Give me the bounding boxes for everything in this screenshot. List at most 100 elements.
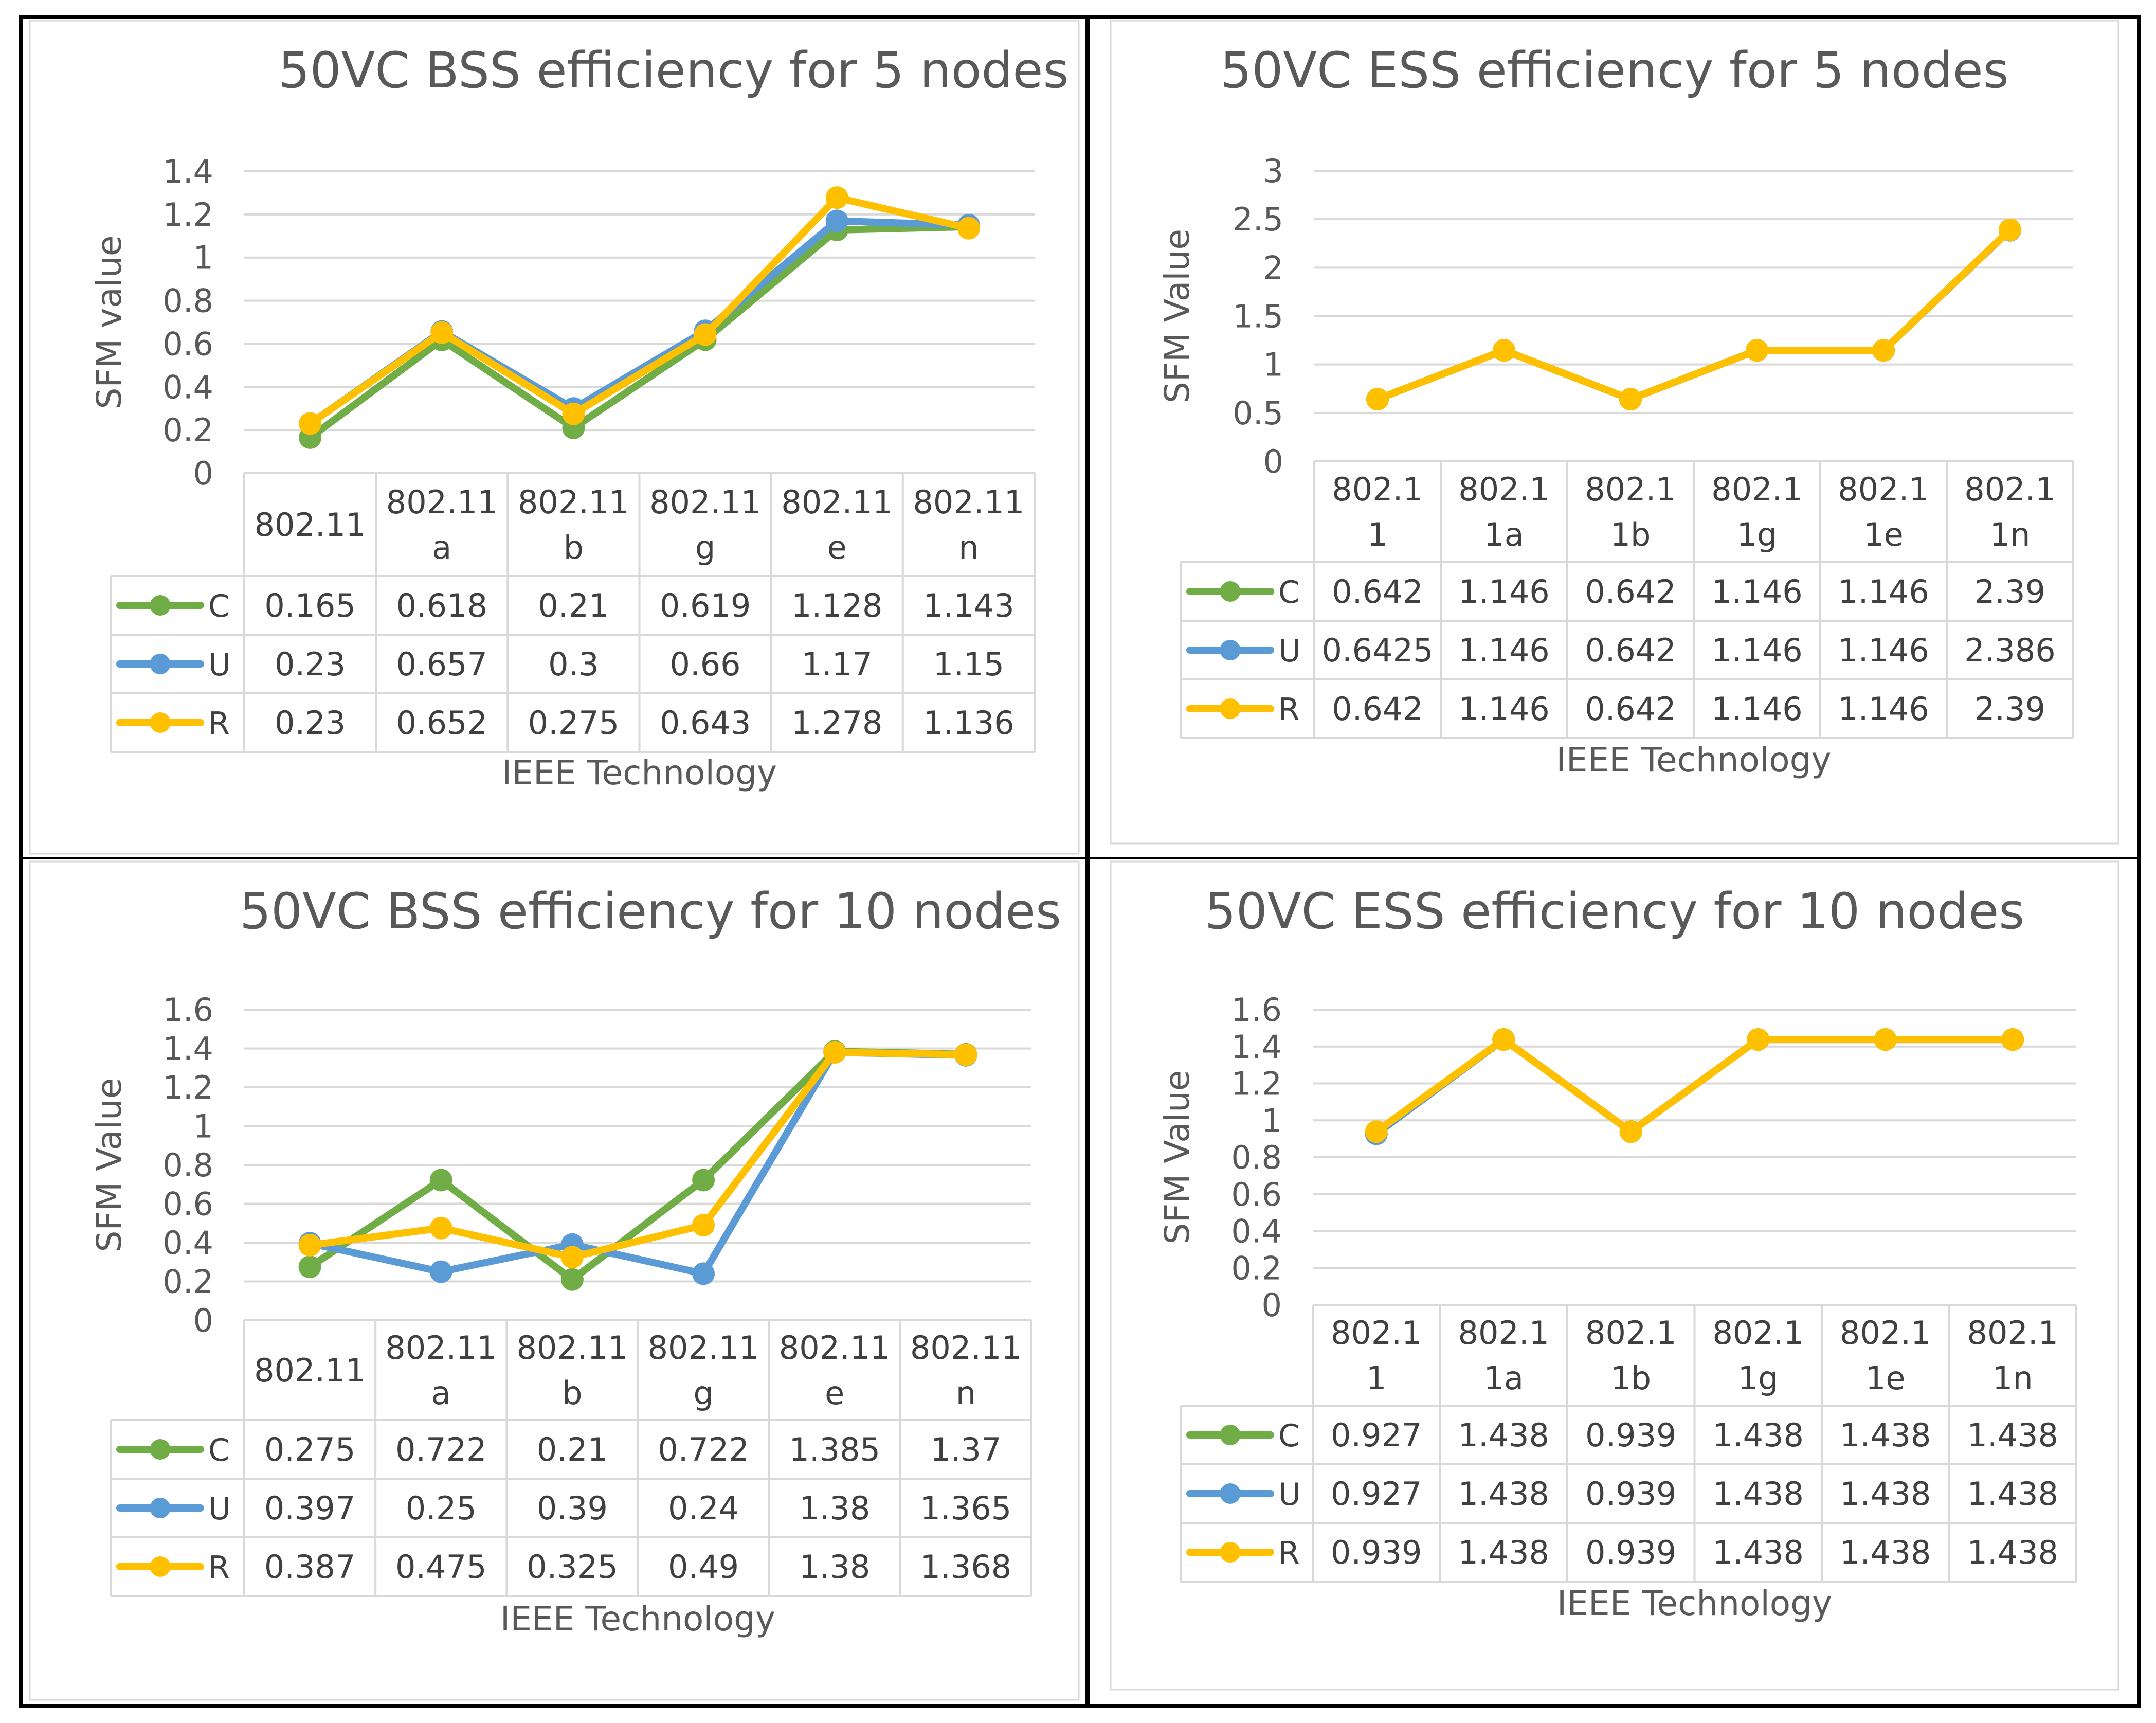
data-label: 1.146: [1711, 690, 1803, 728]
data-label: 1.146: [1458, 690, 1550, 728]
y-tick-label: 0.4: [1231, 1213, 1282, 1250]
data-label: 1.438: [1967, 1416, 2059, 1454]
data-label: 1.438: [1713, 1534, 1804, 1571]
data-label: 1.146: [1458, 573, 1550, 611]
y-tick-label: 0: [1263, 443, 1283, 480]
legend-name: U: [208, 647, 231, 683]
y-tick-label: 1: [1263, 346, 1283, 384]
y-tick-label: 1.4: [1231, 1028, 1282, 1066]
data-label: 0.642: [1585, 632, 1676, 669]
x-tick-label: 802.11: [910, 1329, 1022, 1367]
y-axis-label: SFM Value: [1157, 229, 1197, 403]
data-label: 1.38: [799, 1489, 870, 1527]
legend-name: C: [208, 588, 230, 624]
x-tick-label: 802.1: [1713, 1314, 1804, 1352]
y-tick-label: 0.6: [162, 325, 213, 363]
data-point-R: [957, 217, 980, 240]
legend-marker-R: [1220, 1542, 1241, 1563]
data-label: 0.397: [264, 1489, 356, 1527]
data-label: 1.438: [1840, 1416, 1931, 1454]
x-tick-label: 1b: [1610, 1359, 1651, 1397]
data-label: 0.643: [660, 704, 751, 742]
legend-name: U: [208, 1491, 231, 1527]
series-line-R: [1372, 1036, 2017, 1136]
data-label: 0.6425: [1322, 632, 1434, 669]
y-tick-label: 1: [193, 1108, 213, 1145]
data-table: 802.11 802.11 a 802.11 b 802.11 g 802.11 e 802.11…: [110, 1320, 1032, 1597]
data-point-R: [823, 1041, 846, 1064]
data-label: 0.642: [1585, 573, 1676, 611]
data-label: 2.39: [1974, 573, 2045, 611]
y-tick-label: 1.2: [1231, 1065, 1282, 1103]
data-point-R: [299, 412, 322, 435]
x-tick-label: 802.1: [1458, 471, 1550, 508]
data-label: 1.278: [791, 704, 883, 742]
data-label: 1.143: [923, 587, 1014, 624]
y-tick-label: 1.4: [162, 153, 213, 190]
x-tick-label: 1a: [1484, 1359, 1524, 1397]
legend-marker-C: [150, 1439, 171, 1460]
y-tick-label: 1.6: [1231, 991, 1282, 1029]
data-label: 0.939: [1331, 1534, 1422, 1571]
x-tick-label: 802.11: [649, 483, 761, 521]
data-point-U: [825, 209, 848, 232]
data-label: 0.25: [406, 1489, 477, 1527]
data-label: 1.146: [1838, 690, 1929, 728]
x-tick-label: g: [693, 1374, 713, 1412]
data-label: 1.438: [1458, 1475, 1550, 1513]
data-point-R: [562, 402, 585, 425]
y-tick-label: 2.5: [1233, 201, 1283, 238]
data-label: 1.128: [791, 587, 883, 624]
data-label: 1.438: [1458, 1534, 1550, 1571]
data-label: 0.939: [1585, 1416, 1677, 1454]
x-tick-label: 802.11: [255, 506, 366, 544]
legend-name: C: [208, 1432, 230, 1468]
x-tick-label: 802.1: [1585, 471, 1676, 508]
x-tick-label: 802.11: [781, 483, 893, 521]
data-label: 0.642: [1332, 573, 1423, 611]
x-tick-label: 1b: [1610, 516, 1651, 553]
data-point-R: [1747, 1028, 1770, 1051]
x-tick-label: 1e: [1865, 1359, 1906, 1397]
x-tick-label: 802.11: [648, 1329, 759, 1367]
y-tick-label: 0: [1262, 1286, 1282, 1324]
data-label: 1.146: [1838, 632, 1929, 669]
y-tick-label: 0.8: [1231, 1139, 1282, 1176]
x-tick-label: 1: [1367, 516, 1387, 553]
x-tick-label: 1a: [1484, 516, 1524, 553]
data-label: 0.619: [660, 587, 751, 624]
data-label: 2.386: [1964, 632, 2056, 669]
data-label: 1.365: [920, 1489, 1012, 1527]
x-tick-label: b: [564, 529, 584, 566]
x-tick-label: a: [431, 1374, 451, 1412]
y-tick-label: 0.8: [162, 282, 213, 320]
legend-name: U: [1278, 633, 1301, 669]
x-tick-label: 802.11: [779, 1329, 891, 1367]
x-axis-label: IEEE Technology: [500, 1599, 775, 1639]
data-label: 1.37: [930, 1431, 1001, 1468]
y-tick-label: 0.6: [1231, 1176, 1282, 1213]
data-label: 0.24: [668, 1489, 739, 1527]
legend-name: C: [1278, 575, 1300, 611]
data-point-U: [692, 1262, 715, 1285]
series-line-C: [306, 223, 972, 441]
x-tick-label: 1e: [1863, 516, 1904, 553]
y-tick-label: 0.6: [162, 1186, 213, 1223]
legend-marker-R: [1220, 698, 1241, 719]
data-point-R: [430, 321, 454, 344]
data-label: 1.438: [1840, 1475, 1931, 1513]
data-label: 0.21: [538, 587, 609, 624]
data-label: 1.438: [1713, 1416, 1804, 1454]
y-tick-label: 0.4: [162, 1224, 213, 1262]
data-label: 0.642: [1585, 690, 1676, 728]
data-label: 0.618: [396, 587, 488, 624]
x-tick-label: e: [827, 529, 847, 566]
y-tick-label: 1.4: [162, 1030, 213, 1068]
data-label: 0.722: [658, 1431, 749, 1468]
chart-area: [29, 20, 1080, 855]
y-axis-label: SFM value: [89, 235, 129, 409]
data-point-R: [954, 1043, 977, 1066]
data-label: 1.438: [1967, 1534, 2059, 1571]
data-label: 0.165: [264, 587, 356, 624]
